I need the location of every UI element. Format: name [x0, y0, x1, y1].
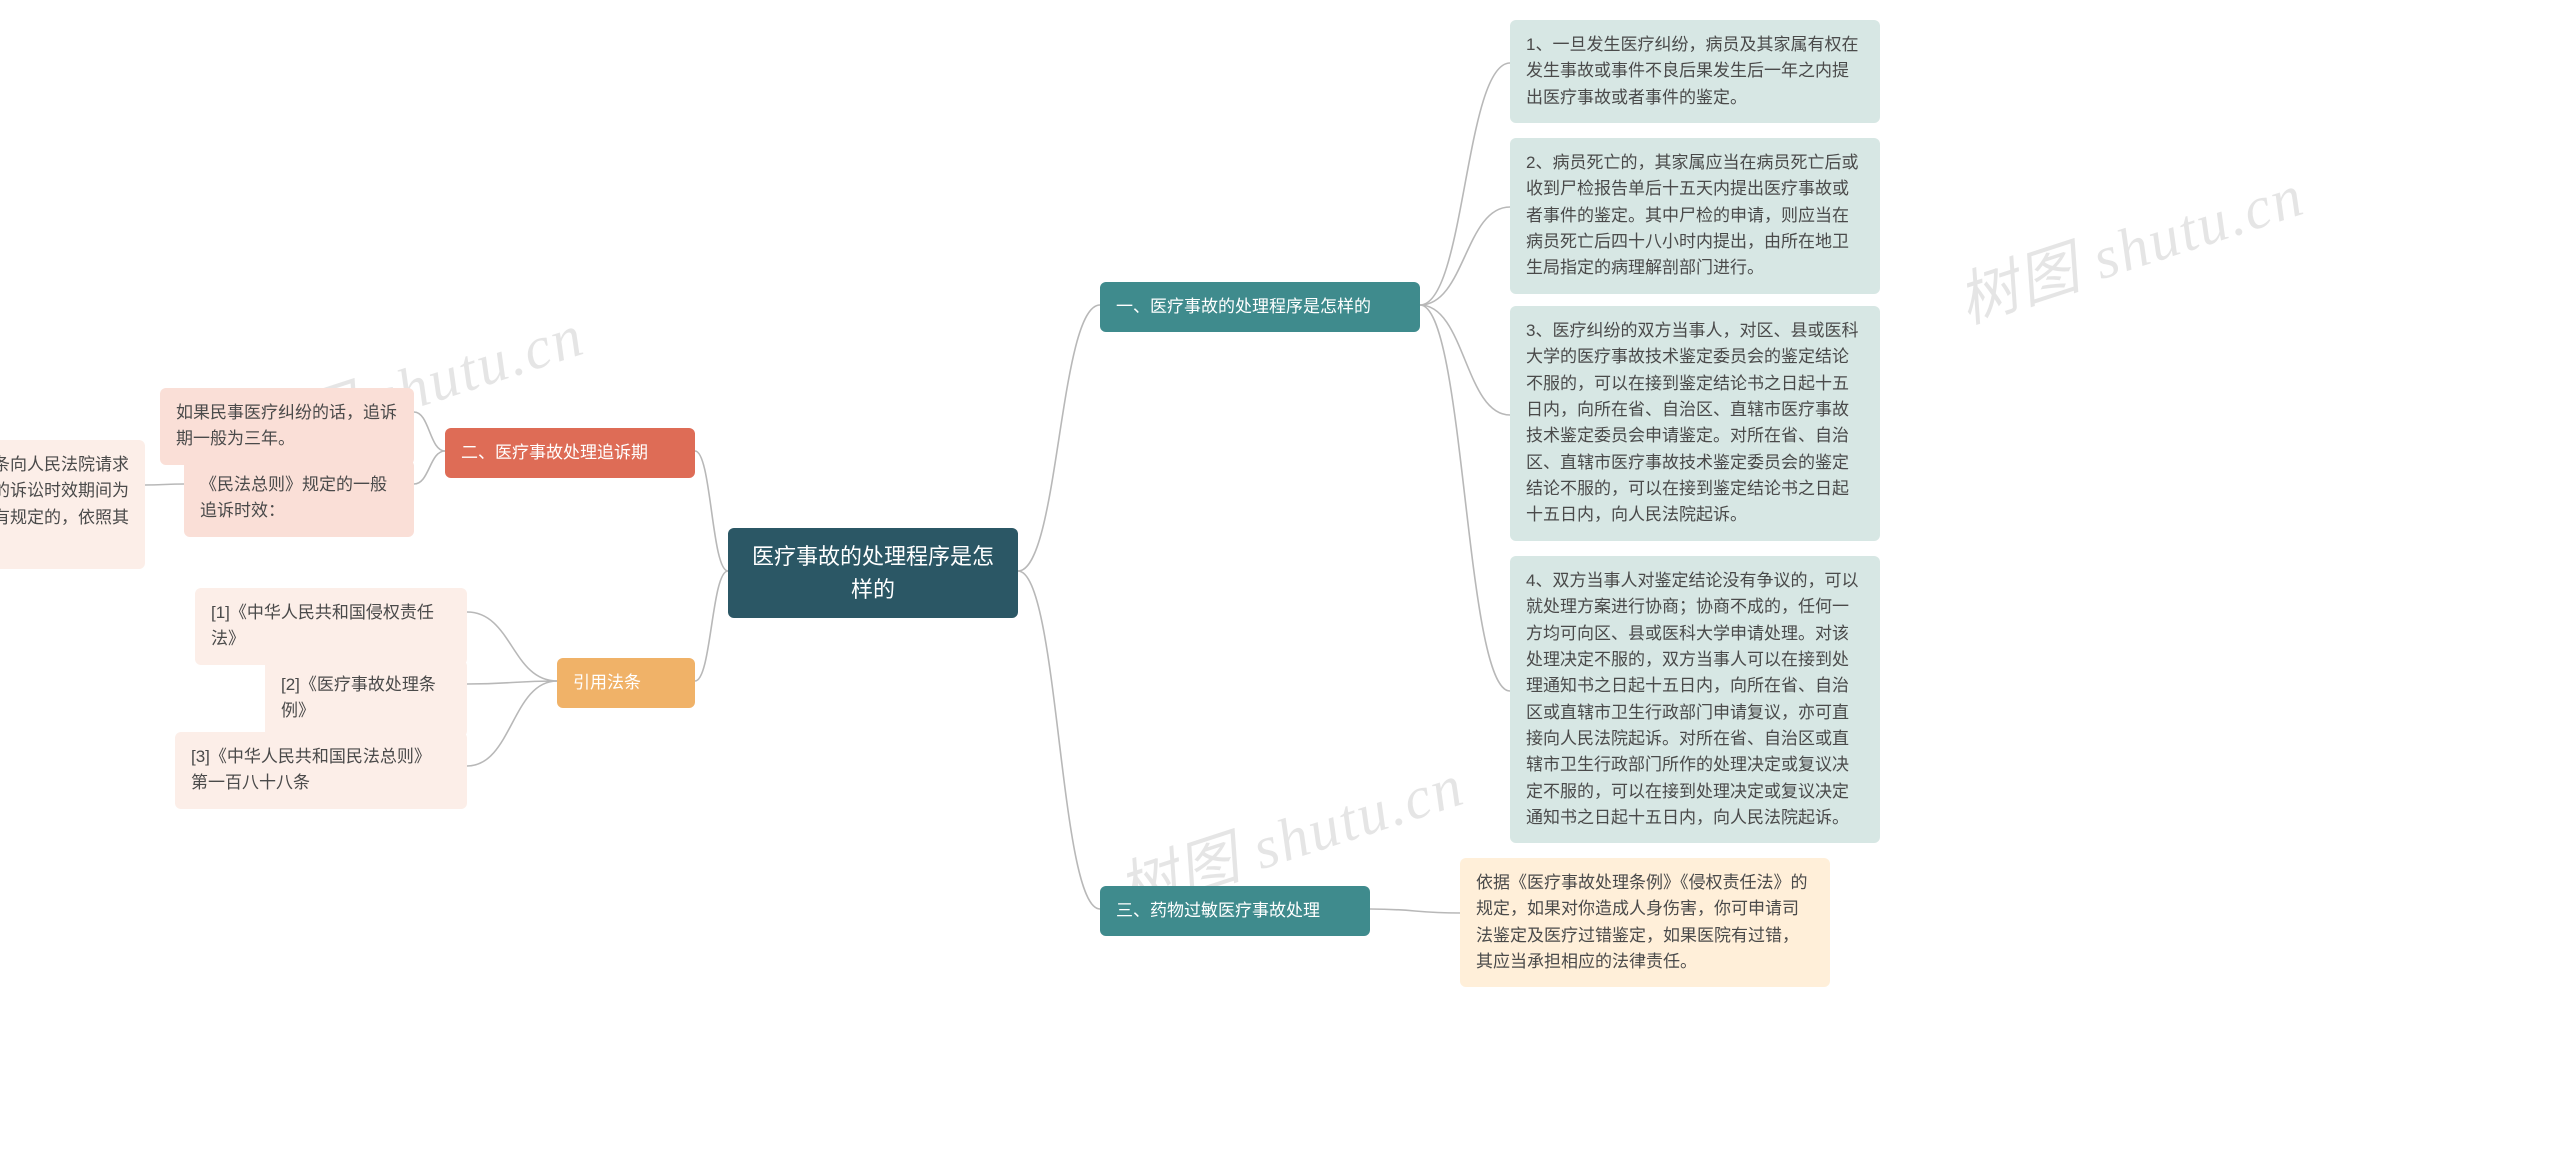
leaf-procedure-1: 1、一旦发生医疗纠纷，病员及其家属有权在发生事故或事件不良后果发生后一年之内提出… — [1510, 20, 1880, 123]
watermark: 树图 shutu.cn — [1945, 147, 2313, 341]
mindmap-root: 医疗事故的处理程序是怎样的 — [728, 528, 1018, 618]
branch-limitation: 二、医疗事故处理追诉期 — [445, 428, 695, 478]
connectors-layer — [0, 0, 2560, 1155]
leaf-procedure-2: 2、病员死亡的，其家属应当在病员死亡后或收到尸检报告单后十五天内提出医疗事故或者… — [1510, 138, 1880, 294]
leaf-citation-2: [2]《医疗事故处理条例》 — [265, 660, 467, 737]
leaf-limitation-1: 如果民事医疗纠纷的话，追诉期一般为三年。 — [160, 388, 414, 465]
leaf-citation-3: [3]《中华人民共和国民法总则》 第一百八十八条 — [175, 732, 467, 809]
leaf-procedure-4: 4、双方当事人对鉴定结论没有争议的，可以就处理方案进行协商；协商不成的，任何一方… — [1510, 556, 1880, 843]
branch-procedure: 一、医疗事故的处理程序是怎样的 — [1100, 282, 1420, 332]
leaf-citation-1: [1]《中华人民共和国侵权责任法》 — [195, 588, 467, 665]
leaf-allergy-1: 依据《医疗事故处理条例》《侵权责任法》的规定，如果对你造成人身伤害，你可申请司法… — [1460, 858, 1830, 987]
branch-allergy: 三、药物过敏医疗事故处理 — [1100, 886, 1370, 936]
leaf-procedure-3: 3、医疗纠纷的双方当事人，对区、县或医科大学的医疗事故技术鉴定委员会的鉴定结论不… — [1510, 306, 1880, 541]
leaf-limitation-2: 《民法总则》规定的一般追诉时效： — [184, 460, 414, 537]
leaf-limitation-2-child: 第一百八十八条向人民法院请求保护民事权利的诉讼时效期间为三年。法律另有规定的，依… — [0, 440, 145, 569]
branch-citations: 引用法条 — [557, 658, 695, 708]
